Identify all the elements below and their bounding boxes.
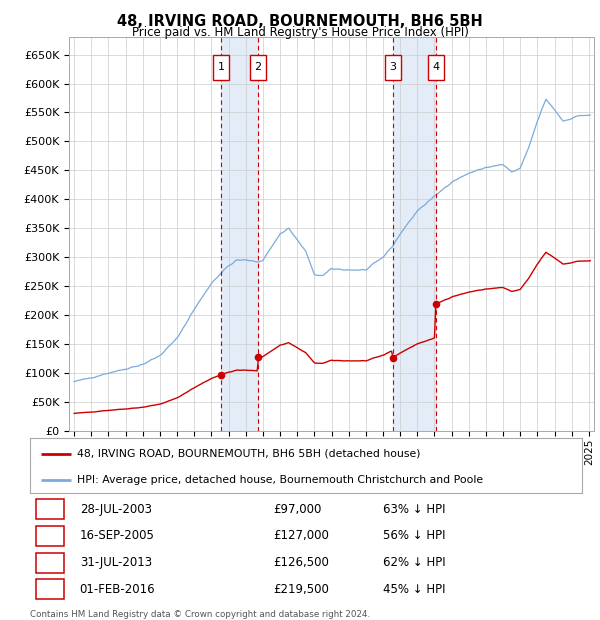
Text: 2: 2 [46,529,53,542]
Text: £97,000: £97,000 [273,503,321,516]
Text: Contains HM Land Registry data © Crown copyright and database right 2024.: Contains HM Land Registry data © Crown c… [30,610,370,619]
Bar [221,37,258,431]
Text: Price paid vs. HM Land Registry's House Price Index (HPI): Price paid vs. HM Land Registry's House … [131,26,469,39]
Text: 63% ↓ HPI: 63% ↓ HPI [383,503,446,516]
FancyBboxPatch shape [35,526,64,546]
FancyBboxPatch shape [385,55,401,80]
Text: 3: 3 [46,556,53,569]
Text: 3: 3 [389,62,397,73]
Text: £127,000: £127,000 [273,529,329,542]
Text: 62% ↓ HPI: 62% ↓ HPI [383,556,446,569]
Text: 45% ↓ HPI: 45% ↓ HPI [383,583,446,596]
FancyBboxPatch shape [428,55,443,80]
Text: 48, IRVING ROAD, BOURNEMOUTH, BH6 5BH (detached house): 48, IRVING ROAD, BOURNEMOUTH, BH6 5BH (d… [77,449,421,459]
Text: 4: 4 [432,62,439,73]
FancyBboxPatch shape [250,55,266,80]
Text: 48, IRVING ROAD, BOURNEMOUTH, BH6 5BH: 48, IRVING ROAD, BOURNEMOUTH, BH6 5BH [117,14,483,29]
FancyBboxPatch shape [35,552,64,573]
Text: 1: 1 [46,503,53,516]
Text: £219,500: £219,500 [273,583,329,596]
Text: HPI: Average price, detached house, Bournemouth Christchurch and Poole: HPI: Average price, detached house, Bour… [77,475,483,485]
FancyBboxPatch shape [35,579,64,600]
Text: 16-SEP-2005: 16-SEP-2005 [80,529,155,542]
Text: 56% ↓ HPI: 56% ↓ HPI [383,529,446,542]
Text: 31-JUL-2013: 31-JUL-2013 [80,556,152,569]
Text: 28-JUL-2003: 28-JUL-2003 [80,503,152,516]
Bar [393,37,436,431]
Text: 4: 4 [46,583,53,596]
Text: 01-FEB-2016: 01-FEB-2016 [80,583,155,596]
FancyBboxPatch shape [35,499,64,520]
FancyBboxPatch shape [214,55,229,80]
Text: 2: 2 [254,62,262,73]
Text: £126,500: £126,500 [273,556,329,569]
Text: 1: 1 [218,62,224,73]
